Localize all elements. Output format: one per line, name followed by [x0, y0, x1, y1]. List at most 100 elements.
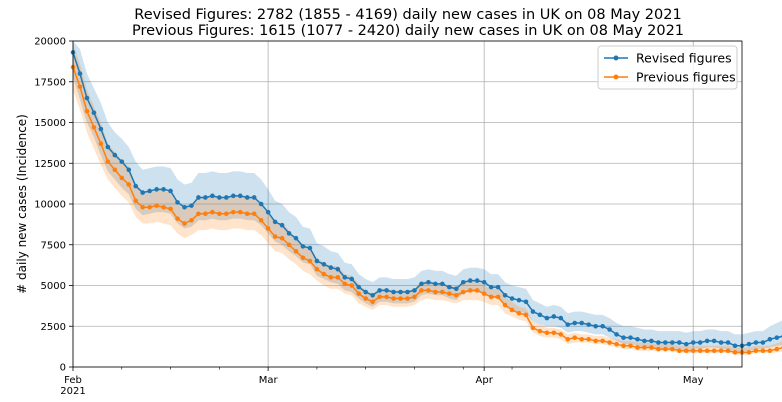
data-point-revised — [272, 219, 278, 225]
data-point-revised — [126, 167, 132, 173]
data-point-previous — [293, 248, 299, 254]
data-point-previous — [488, 294, 494, 300]
data-point-previous — [502, 302, 508, 308]
data-point-previous — [84, 108, 90, 114]
y-tick-label: 0 — [60, 363, 66, 374]
data-point-previous — [210, 209, 215, 215]
data-point-previous — [105, 159, 111, 164]
data-point-previous — [760, 348, 766, 354]
data-point-revised — [244, 195, 250, 200]
data-point-previous — [732, 350, 738, 355]
x-tick-label: May — [683, 375, 704, 386]
data-point-revised — [760, 340, 766, 345]
data-point-revised — [593, 323, 598, 329]
data-point-previous — [398, 296, 403, 301]
y-tick-label: 12500 — [34, 159, 66, 170]
data-point-previous — [307, 258, 313, 264]
data-point-previous — [516, 310, 522, 316]
data-point-previous — [265, 226, 271, 231]
data-point-revised — [363, 289, 368, 295]
data-point-previous — [405, 296, 410, 301]
legend-label-previous: Previous figures — [636, 70, 736, 85]
data-point-previous — [572, 335, 578, 340]
data-point-previous — [112, 167, 118, 173]
data-point-revised — [718, 340, 724, 345]
data-point-previous — [77, 84, 83, 89]
data-point-previous — [286, 242, 292, 248]
data-point-previous — [453, 292, 459, 298]
data-point-previous — [447, 291, 452, 296]
data-point-revised — [621, 335, 626, 340]
legend-marker-previous — [613, 74, 619, 80]
data-point-previous — [683, 348, 689, 354]
data-point-revised — [391, 289, 396, 295]
data-point-revised — [91, 110, 97, 116]
data-point-revised — [182, 204, 187, 210]
data-point-previous — [460, 289, 466, 295]
data-point-revised — [251, 195, 257, 200]
legend-label-revised: Revised figures — [636, 51, 732, 66]
data-point-previous — [258, 218, 264, 223]
data-point-previous — [481, 291, 487, 296]
data-point-previous — [154, 203, 159, 208]
data-point-revised — [370, 292, 375, 298]
data-point-previous — [433, 289, 438, 295]
data-point-previous — [300, 255, 306, 261]
data-point-previous — [321, 271, 327, 277]
data-point-revised — [230, 193, 236, 199]
data-point-previous — [189, 218, 194, 223]
data-point-previous — [690, 348, 696, 354]
data-point-previous — [119, 175, 125, 181]
data-point-previous — [656, 346, 661, 352]
data-point-previous — [544, 330, 550, 336]
data-point-revised — [579, 320, 585, 326]
data-point-revised — [433, 281, 438, 287]
data-point-revised — [523, 299, 529, 305]
data-point-revised — [495, 284, 501, 290]
data-point-revised — [154, 187, 159, 192]
y-tick-label: 10000 — [34, 200, 66, 211]
data-point-revised — [753, 340, 759, 345]
data-point-previous — [579, 336, 585, 342]
data-point-revised — [140, 190, 145, 195]
data-point-revised — [635, 336, 640, 342]
data-point-revised — [77, 71, 83, 76]
data-point-previous — [370, 299, 375, 305]
data-point-previous — [614, 341, 619, 347]
y-axis-label: # daily new cases (Incidence) — [15, 114, 29, 294]
y-tick-label: 15000 — [34, 118, 66, 129]
data-point-previous — [725, 348, 731, 354]
data-point-previous — [182, 221, 187, 226]
data-point-revised — [105, 144, 111, 150]
data-point-previous — [356, 291, 362, 296]
data-point-previous — [586, 336, 591, 342]
data-point-revised — [237, 193, 243, 199]
data-point-revised — [203, 195, 208, 200]
data-point-previous — [663, 346, 668, 352]
data-point-previous — [509, 307, 515, 313]
data-point-previous — [342, 281, 348, 287]
data-point-previous — [523, 312, 529, 318]
data-point-revised — [704, 338, 710, 344]
data-point-revised — [133, 183, 139, 189]
data-point-revised — [530, 309, 536, 314]
data-point-revised — [265, 209, 271, 215]
data-point-revised — [676, 340, 682, 345]
data-point-revised — [217, 195, 222, 200]
data-point-revised — [210, 193, 215, 199]
data-point-previous — [774, 346, 780, 352]
data-point-revised — [335, 266, 341, 272]
data-point-previous — [279, 235, 285, 241]
data-point-revised — [175, 200, 180, 205]
data-point-previous — [133, 198, 139, 204]
data-point-revised — [774, 335, 780, 340]
data-point-revised — [656, 340, 661, 345]
data-point-previous — [272, 234, 278, 239]
data-point-previous — [467, 288, 473, 293]
data-point-revised — [544, 315, 550, 321]
data-point-previous — [196, 211, 201, 217]
data-point-revised — [412, 288, 417, 293]
data-point-previous — [230, 209, 236, 215]
data-point-previous — [91, 125, 97, 130]
data-point-revised — [474, 278, 480, 283]
